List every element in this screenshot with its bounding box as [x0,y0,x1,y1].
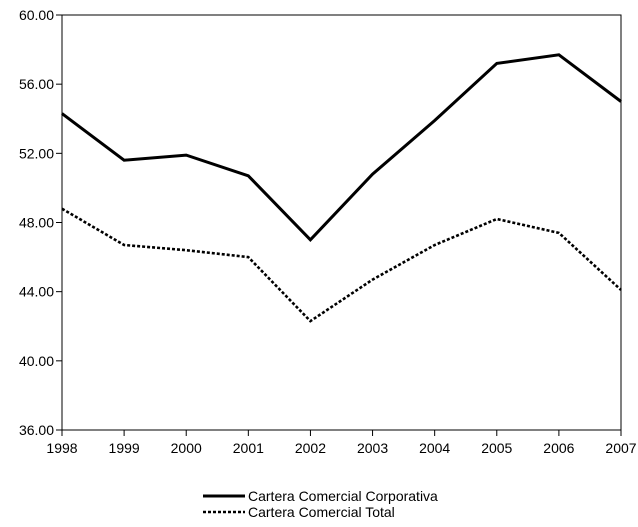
y-tick-label: 52.00 [19,145,54,161]
legend-label: Cartera Comercial Corporativa [248,488,438,504]
x-tick-label: 2006 [543,440,574,456]
y-axis-ticks: 36.00 40.00 44.00 48.00 52.00 56.00 60.00 [19,7,62,438]
y-tick-label: 36.00 [19,422,54,438]
legend-label: Cartera Comercial Total [248,504,395,520]
y-tick-label: 56.00 [19,76,54,92]
x-tick-label: 2005 [481,440,512,456]
x-tick-label: 2003 [357,440,388,456]
x-tick-label: 1998 [46,440,77,456]
series-lines [61,53,622,323]
x-tick-label: 2007 [605,440,636,456]
x-tick-label: 2004 [419,440,450,456]
y-tick-label: 40.00 [19,353,54,369]
x-tick-label: 2001 [233,440,264,456]
y-tick-label: 44.00 [19,284,54,300]
y-tick-label: 48.00 [19,215,54,231]
y-tick-label: 60.00 [19,7,54,23]
plot-area-frame [61,14,622,431]
series-line-cartera-comercial-corporativa [61,53,622,242]
x-tick-label: 2000 [171,440,202,456]
x-tick-label: 2002 [295,440,326,456]
x-axis-ticks: 1998 1999 2000 2001 2002 2003 2004 2005 2006 2007 [46,430,637,456]
x-tick-label: 1999 [109,440,140,456]
series-line-cartera-comercial-total [61,207,622,323]
